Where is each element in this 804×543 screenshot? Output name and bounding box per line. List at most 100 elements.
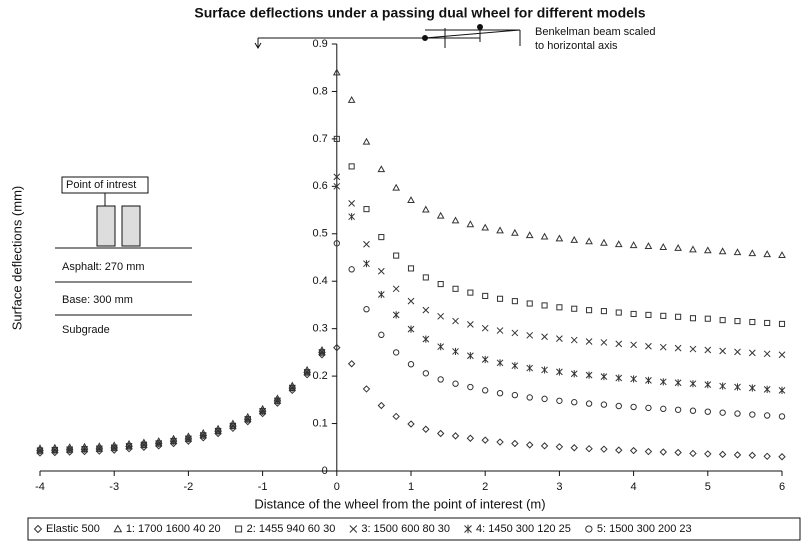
- point: [764, 319, 771, 327]
- point: [555, 443, 564, 451]
- point: [600, 372, 608, 381]
- point: [407, 196, 415, 203]
- point: [333, 240, 340, 247]
- point: [496, 389, 504, 397]
- point: [422, 306, 430, 314]
- point: [734, 383, 741, 391]
- point: [348, 163, 355, 170]
- point: [496, 327, 504, 334]
- annotation: Base: 300 mm: [62, 294, 133, 306]
- point: [113, 524, 123, 533]
- point: [630, 375, 637, 383]
- y-tick-label: 0.1: [313, 417, 328, 429]
- point: [467, 289, 474, 296]
- point: [526, 300, 533, 307]
- x-tick-label: -3: [109, 481, 119, 493]
- point: [511, 439, 519, 448]
- point: [749, 411, 756, 418]
- legend-label: 2: 1455 940 60 30: [247, 523, 336, 535]
- point: [481, 223, 490, 231]
- point: [541, 302, 548, 309]
- point: [452, 380, 459, 387]
- y-tick-label: 0.7: [313, 133, 328, 145]
- point: [734, 410, 741, 417]
- y-tick-label: 0.9: [313, 38, 328, 50]
- point: [571, 399, 578, 406]
- point: [689, 315, 697, 322]
- point: [541, 366, 548, 374]
- point: [660, 405, 667, 413]
- point: [481, 436, 489, 444]
- point: [451, 216, 460, 224]
- point: [704, 381, 712, 389]
- point: [540, 232, 549, 240]
- y-axis-label: Surface deflections (mm): [9, 186, 24, 331]
- point: [748, 249, 757, 257]
- annotation: Asphalt: 270 mm: [62, 261, 145, 273]
- point: [511, 298, 518, 305]
- point: [392, 349, 400, 356]
- x-tick-label: 5: [705, 481, 711, 493]
- y-tick-label: 0: [322, 465, 328, 477]
- point: [377, 401, 386, 410]
- point: [556, 397, 563, 404]
- point: [689, 245, 697, 253]
- legend-box: [27, 517, 801, 541]
- point: [332, 68, 341, 76]
- point: [318, 349, 326, 356]
- point: [259, 408, 266, 415]
- point: [377, 290, 385, 299]
- point: [585, 237, 593, 245]
- point: [585, 525, 593, 533]
- point: [467, 383, 474, 391]
- point: [526, 364, 534, 372]
- point: [407, 420, 415, 428]
- point: [333, 343, 341, 352]
- point: [377, 165, 386, 173]
- point: [422, 425, 430, 433]
- point: [437, 312, 445, 320]
- point: [600, 445, 608, 453]
- chart-title: Surface deflections under a passing dual…: [194, 5, 645, 21]
- point: [778, 386, 786, 394]
- point: [437, 343, 445, 351]
- point: [541, 395, 548, 403]
- point: [541, 333, 548, 341]
- point: [674, 448, 682, 457]
- point: [422, 335, 430, 343]
- point: [348, 213, 355, 221]
- point: [689, 407, 697, 414]
- point: [466, 434, 475, 442]
- point: [615, 402, 622, 410]
- point: [451, 432, 460, 440]
- point: [556, 368, 563, 376]
- point: [289, 384, 296, 392]
- point: [421, 205, 430, 213]
- pavement-inset: [55, 176, 192, 316]
- annotation: Point of intrest: [66, 179, 136, 191]
- point: [571, 305, 578, 312]
- point: [778, 453, 786, 461]
- point: [778, 413, 786, 420]
- point: [689, 449, 697, 458]
- x-tick-label: -2: [184, 481, 194, 493]
- point: [615, 309, 622, 316]
- point: [540, 442, 549, 450]
- point: [718, 450, 727, 459]
- point: [645, 311, 652, 318]
- point: [570, 444, 578, 452]
- point: [749, 318, 756, 326]
- point: [511, 391, 519, 399]
- point: [155, 440, 162, 447]
- point: [482, 387, 489, 394]
- point: [600, 339, 608, 346]
- point: [482, 292, 489, 299]
- point: [244, 416, 251, 423]
- point: [347, 360, 356, 368]
- point: [585, 338, 593, 345]
- legend-label: 4: 1450 300 120 25: [476, 523, 571, 535]
- point: [586, 307, 593, 314]
- point: [778, 320, 786, 327]
- point: [407, 361, 415, 368]
- point: [496, 438, 504, 446]
